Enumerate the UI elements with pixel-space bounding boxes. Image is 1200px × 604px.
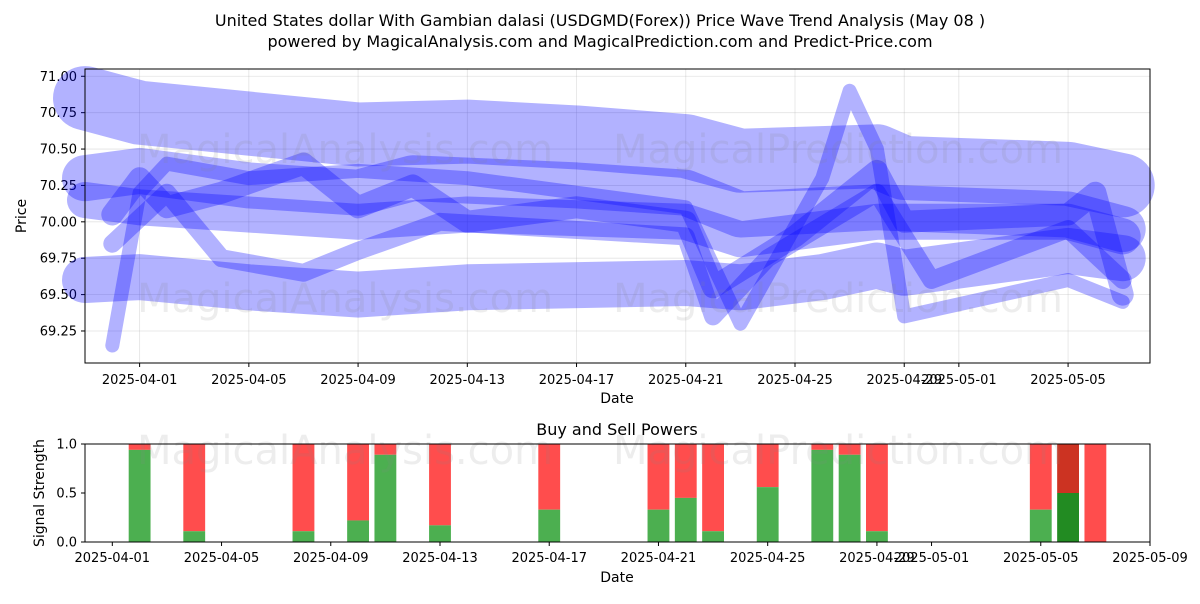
power-x-tick-label: 2025-05-05 (1003, 551, 1079, 566)
power-y-ticks: 0.0 0.5 1.0 (56, 438, 85, 551)
watermark-text: MagicalPrediction.com (613, 428, 1063, 474)
power-x-tick-label: 2025-04-01 (75, 551, 151, 566)
price-y-axis-label: Price (14, 199, 30, 233)
price-wave-series (103, 183, 1132, 326)
watermark-text: MagicalAnalysis.com (137, 276, 553, 322)
power-y-tick-label: 0.5 (56, 487, 77, 502)
buy-power-bar (838, 454, 861, 542)
power-x-tick-label: 2025-04-05 (184, 551, 260, 566)
price-x-tick-label: 2025-05-05 (1030, 373, 1106, 388)
price-y-tick-label: 70.75 (40, 106, 77, 121)
sell-power-bar (838, 444, 861, 455)
power-x-axis-label: Date (600, 570, 633, 586)
price-wave-series (53, 66, 1155, 218)
price-x-tick-label: 2025-04-13 (430, 373, 506, 388)
price-waves (53, 66, 1155, 353)
power-x-tick-label: 2025-04-09 (293, 551, 369, 566)
price-wave-series (62, 227, 1146, 318)
sell-power-bar (429, 444, 451, 526)
sell-power-bar (647, 444, 670, 510)
price-y-tick-label: 70.25 (40, 179, 77, 194)
power-plot-frame (84, 443, 1151, 543)
price-x-tick-label: 2025-04-09 (320, 373, 396, 388)
sell-power-bar (1084, 444, 1107, 542)
power-x-tick-label: 2025-04-25 (730, 551, 806, 566)
price-y-tick-label: 71.00 (40, 70, 77, 85)
buy-power-bar (702, 531, 724, 542)
price-y-tick-label: 69.50 (40, 288, 77, 303)
price-y-tick-label: 70.50 (40, 143, 77, 158)
buy-power-bar (183, 531, 206, 542)
buy-power-bar (756, 487, 779, 542)
price-x-tick-label: 2025-04-01 (102, 373, 178, 388)
power-y-axis-label: Signal Strength (32, 439, 48, 547)
power-x-tick-label: 2025-04-29 (839, 551, 915, 566)
buy-power-bar (674, 497, 697, 542)
power-x-ticks: 2025-04-01 2025-04-05 2025-04-09 2025-04-13… (75, 542, 1188, 566)
power-bars (128, 444, 1107, 542)
power-watermarks: MagicalAnalysis.com MagicalPrediction.com (137, 428, 1063, 474)
buy-power-bar (128, 449, 151, 542)
price-x-tick-label: 2025-04-21 (648, 373, 724, 388)
chart-title-line2: powered by MagicalAnalysis.com and Magic… (267, 32, 932, 51)
buy-power-bar (1029, 509, 1052, 542)
buy-power-bar (811, 449, 834, 542)
buy-power-bar (374, 454, 397, 542)
price-x-tick-label: 2025-04-17 (539, 373, 615, 388)
buy-power-bar (866, 531, 888, 542)
buy-power-bar (429, 525, 451, 542)
watermark-text: MagicalAnalysis.com (137, 127, 553, 173)
price-y-tick-label: 69.75 (40, 252, 77, 267)
sell-power-bar (292, 444, 315, 532)
price-x-tick-label: 2025-05-01 (921, 373, 997, 388)
price-x-ticks: 2025-04-01 2025-04-05 2025-04-09 2025-04-13… (102, 363, 1106, 388)
power-x-tick-label: 2025-05-09 (1112, 551, 1188, 566)
price-y-ticks: 69.25 69.50 69.75 70.00 70.25 70.50 70.75 71.00 (40, 70, 85, 339)
power-x-tick-label: 2025-04-13 (402, 551, 478, 566)
price-x-tick-label: 2025-04-29 (866, 373, 942, 388)
power-chart-title: Buy and Sell Powers (536, 420, 698, 439)
sell-power-bar (128, 444, 151, 450)
price-y-tick-label: 69.25 (40, 324, 77, 339)
power-x-tick-label: 2025-04-17 (511, 551, 587, 566)
buy-power-bar (1057, 493, 1079, 542)
watermark-text: MagicalPrediction.com (613, 127, 1063, 173)
price-plot-frame (84, 68, 1151, 364)
sell-power-bar (756, 444, 779, 488)
sell-power-bar (183, 444, 206, 532)
price-x-tick-label: 2025-04-25 (757, 373, 833, 388)
buy-power-bar (538, 509, 561, 542)
power-x-tick-label: 2025-05-01 (894, 551, 970, 566)
sell-power-bar (811, 444, 834, 450)
price-wave-series (62, 147, 1146, 253)
power-y-tick-label: 0.0 (56, 536, 77, 551)
price-wave-series (101, 152, 1134, 306)
sell-power-bar (1029, 444, 1052, 510)
price-wave-series (67, 182, 1141, 258)
watermark-text: MagicalAnalysis.com (137, 428, 553, 474)
sell-power-bar (866, 444, 888, 532)
price-wave-series (105, 83, 1130, 353)
sell-power-bar (1057, 444, 1079, 493)
buy-power-bar (292, 531, 315, 542)
price-x-tick-label: 2025-04-05 (211, 373, 287, 388)
price-watermarks: MagicalAnalysis.com MagicalPrediction.com… (137, 127, 1063, 322)
price-x-axis-label: Date (600, 391, 633, 407)
buy-power-bar (647, 509, 670, 542)
sell-power-bar (347, 444, 369, 521)
price-y-tick-label: 70.00 (40, 215, 77, 230)
power-x-tick-label: 2025-04-21 (621, 551, 697, 566)
sell-power-bar (674, 444, 697, 498)
sell-power-bar (702, 444, 724, 532)
watermark-text: MagicalPrediction.com (613, 276, 1063, 322)
buy-power-bar (347, 520, 369, 542)
sell-power-bar (538, 444, 561, 510)
power-y-tick-label: 1.0 (56, 438, 77, 453)
price-grid (85, 69, 1150, 363)
chart-title-line1: United States dollar With Gambian dalasi… (215, 11, 985, 30)
sell-power-bar (374, 444, 397, 455)
